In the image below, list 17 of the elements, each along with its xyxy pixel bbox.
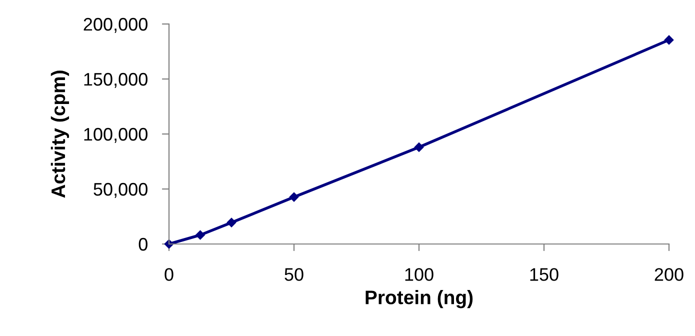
y-tick-label: 100,000 [84, 128, 148, 143]
x-tick-label: 200 [654, 268, 684, 281]
y-axis-title: Activity (cpm) [50, 70, 70, 198]
point [196, 230, 205, 240]
y-tick-label: 200,000 [84, 18, 148, 33]
x-axis-title: Protein (ng) [366, 290, 473, 308]
x-tick-label: 50 [284, 268, 304, 281]
y-tick-label: 50,000 [94, 182, 148, 198]
point [414, 142, 424, 152]
point [289, 192, 299, 202]
y-tick-label: 0 [138, 238, 148, 251]
point [226, 218, 236, 228]
x-tick-label: 150 [530, 268, 558, 281]
point [664, 35, 674, 45]
x-tick-label: 0 [164, 268, 174, 281]
y-tick-label: 150,000 [84, 72, 148, 88]
x-tick-label: 100 [405, 268, 434, 281]
